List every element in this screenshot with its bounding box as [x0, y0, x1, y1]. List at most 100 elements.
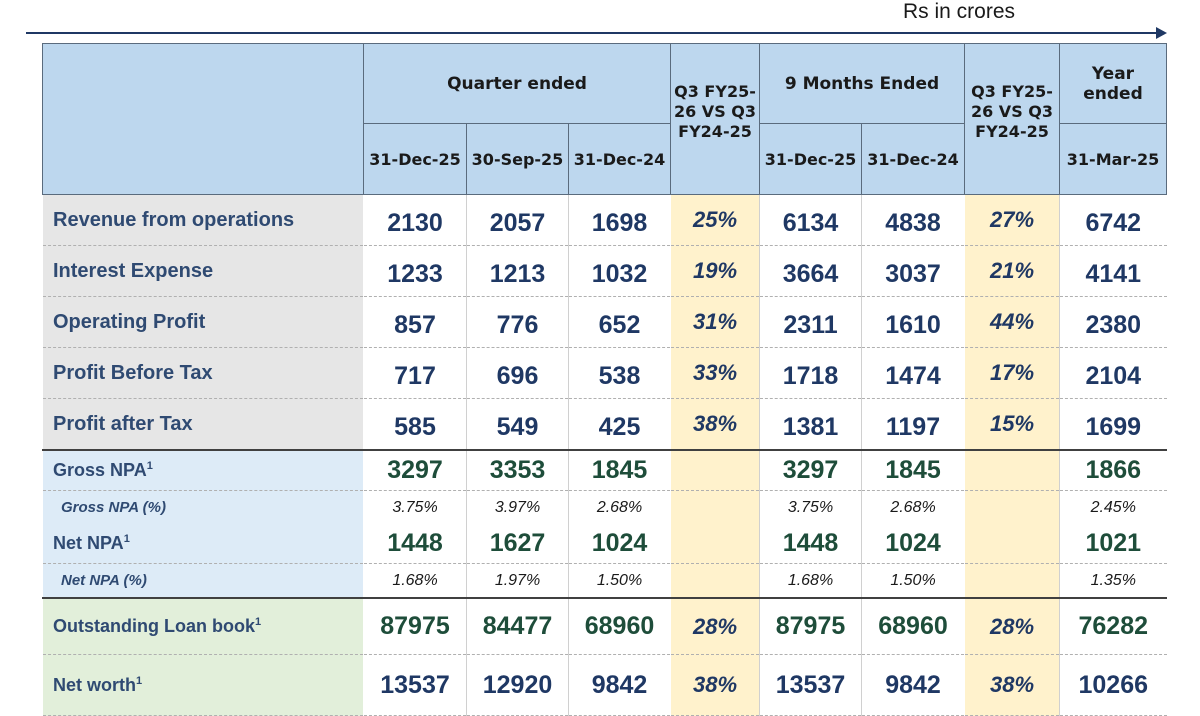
growth-cell: 27%	[964, 194, 1060, 246]
row-label-text: Profit after Tax	[53, 412, 193, 435]
growth-cell	[670, 563, 760, 599]
value-cell: 3.75%	[759, 490, 862, 524]
vs-line3: FY24-25	[975, 122, 1049, 141]
value-cell: 87975	[759, 598, 862, 655]
growth-cell: 25%	[670, 194, 760, 246]
row-label: Revenue from operations	[42, 194, 364, 246]
value-cell: 3664	[759, 245, 862, 297]
value-cell: 1.50%	[568, 563, 671, 599]
value-cell: 1381	[759, 398, 862, 451]
row-label-text: Gross NPA (%)	[61, 499, 167, 516]
units-note: Rs in crores	[903, 0, 1016, 23]
table-row-gnpa-pct: Gross NPA (%) 3.75% 3.97% 2.68% 3.75% 2.68% 2.…	[42, 490, 1167, 524]
growth-cell	[964, 450, 1060, 491]
footnote-marker: 1	[123, 533, 130, 545]
date-header: 31-Dec-25	[759, 123, 862, 195]
value-cell: 3297	[363, 450, 467, 491]
footnote-marker: 1	[254, 616, 262, 628]
value-cell: 3297	[759, 450, 862, 491]
growth-cell: 38%	[670, 398, 760, 451]
value-cell: 1024	[568, 524, 671, 564]
table-row-pbt: Profit Before Tax 717 696 538 33% 1718 1474 17%…	[42, 347, 1167, 399]
value-cell: 3.75%	[363, 490, 467, 524]
growth-cell	[964, 563, 1060, 599]
row-label-text: Profit Before Tax	[53, 361, 213, 384]
row-label: Net worth1	[42, 654, 364, 716]
value-cell: 717	[363, 347, 467, 399]
value-cell: 2.45%	[1059, 490, 1167, 524]
value-cell: 1.97%	[466, 563, 569, 599]
date-header: 31-Dec-25	[363, 123, 467, 195]
growth-cell: 28%	[670, 598, 760, 655]
value-cell: 3037	[861, 245, 965, 297]
value-cell: 1866	[1059, 450, 1167, 491]
header-year-ended: Year ended	[1059, 43, 1167, 124]
arrow-line	[26, 32, 1164, 34]
row-label-text: Operating Profit	[53, 310, 206, 333]
value-cell: 549	[466, 398, 569, 451]
value-cell: 1448	[759, 524, 862, 564]
value-cell: 9842	[568, 654, 671, 716]
value-cell: 2.68%	[568, 490, 671, 524]
value-cell: 1024	[861, 524, 965, 564]
table-row-nnpa-pct: Net NPA (%) 1.68% 1.97% 1.50% 1.68% 1.50% 1.35…	[42, 563, 1167, 599]
row-label: Operating Profit	[42, 296, 364, 348]
growth-cell: 19%	[670, 245, 760, 297]
header-nine-months: 9 Months Ended	[759, 43, 965, 124]
growth-cell: 38%	[964, 654, 1060, 716]
value-cell: 1.68%	[759, 563, 862, 599]
vs-line1: Q3 FY25-	[971, 82, 1053, 101]
date-header: 30-Sep-25	[466, 123, 569, 195]
growth-cell: 38%	[670, 654, 760, 716]
vs-line1: Q3 FY25-	[674, 82, 756, 101]
header-vs-quarter: Q3 FY25- 26 VS Q3 FY24-25	[670, 43, 760, 195]
value-cell: 1.35%	[1059, 563, 1167, 599]
value-cell: 3.97%	[466, 490, 569, 524]
value-cell: 1610	[861, 296, 965, 348]
row-label: Interest Expense	[42, 245, 364, 297]
value-cell: 652	[568, 296, 671, 348]
value-cell: 1032	[568, 245, 671, 297]
table-row-revenue: Revenue from operations 2130 2057 1698 25% 61…	[42, 194, 1167, 246]
value-cell: 68960	[861, 598, 965, 655]
value-cell: 76282	[1059, 598, 1167, 655]
growth-cell: 44%	[964, 296, 1060, 348]
growth-cell	[964, 490, 1060, 524]
table-row-interest: Interest Expense 1233 1213 1032 19% 3664 3037 2…	[42, 245, 1167, 297]
row-label: Profit after Tax	[42, 398, 364, 451]
growth-cell	[670, 524, 760, 564]
value-cell: 4141	[1059, 245, 1167, 297]
value-cell: 12920	[466, 654, 569, 716]
row-label: Profit Before Tax	[42, 347, 364, 399]
table-row-gnpa: Gross NPA1 3297 3353 1845 3297 1845 1866	[42, 450, 1167, 491]
value-cell: 1.68%	[363, 563, 467, 599]
value-cell: 68960	[568, 598, 671, 655]
value-cell: 2130	[363, 194, 467, 246]
value-cell: 10266	[1059, 654, 1167, 716]
row-label-text: Gross NPA	[53, 460, 147, 480]
value-cell: 1698	[568, 194, 671, 246]
value-cell: 1699	[1059, 398, 1167, 451]
date-header: 31-Dec-24	[568, 123, 671, 195]
growth-cell: 17%	[964, 347, 1060, 399]
growth-cell	[670, 450, 760, 491]
value-cell: 1448	[363, 524, 467, 564]
date-header: 31-Dec-24	[861, 123, 965, 195]
arrow-head-icon	[1156, 27, 1167, 39]
value-cell: 1213	[466, 245, 569, 297]
value-cell: 2380	[1059, 296, 1167, 348]
value-cell: 538	[568, 347, 671, 399]
value-cell: 3353	[466, 450, 569, 491]
footnote-marker: 1	[146, 460, 153, 472]
value-cell: 1.50%	[861, 563, 965, 599]
value-cell: 13537	[759, 654, 862, 716]
value-cell: 1233	[363, 245, 467, 297]
value-cell: 1845	[568, 450, 671, 491]
row-label: Net NPA (%)	[42, 563, 364, 599]
value-cell: 1627	[466, 524, 569, 564]
value-cell: 1474	[861, 347, 965, 399]
value-cell: 776	[466, 296, 569, 348]
value-cell: 2.68%	[861, 490, 965, 524]
growth-cell: 15%	[964, 398, 1060, 451]
value-cell: 6742	[1059, 194, 1167, 246]
